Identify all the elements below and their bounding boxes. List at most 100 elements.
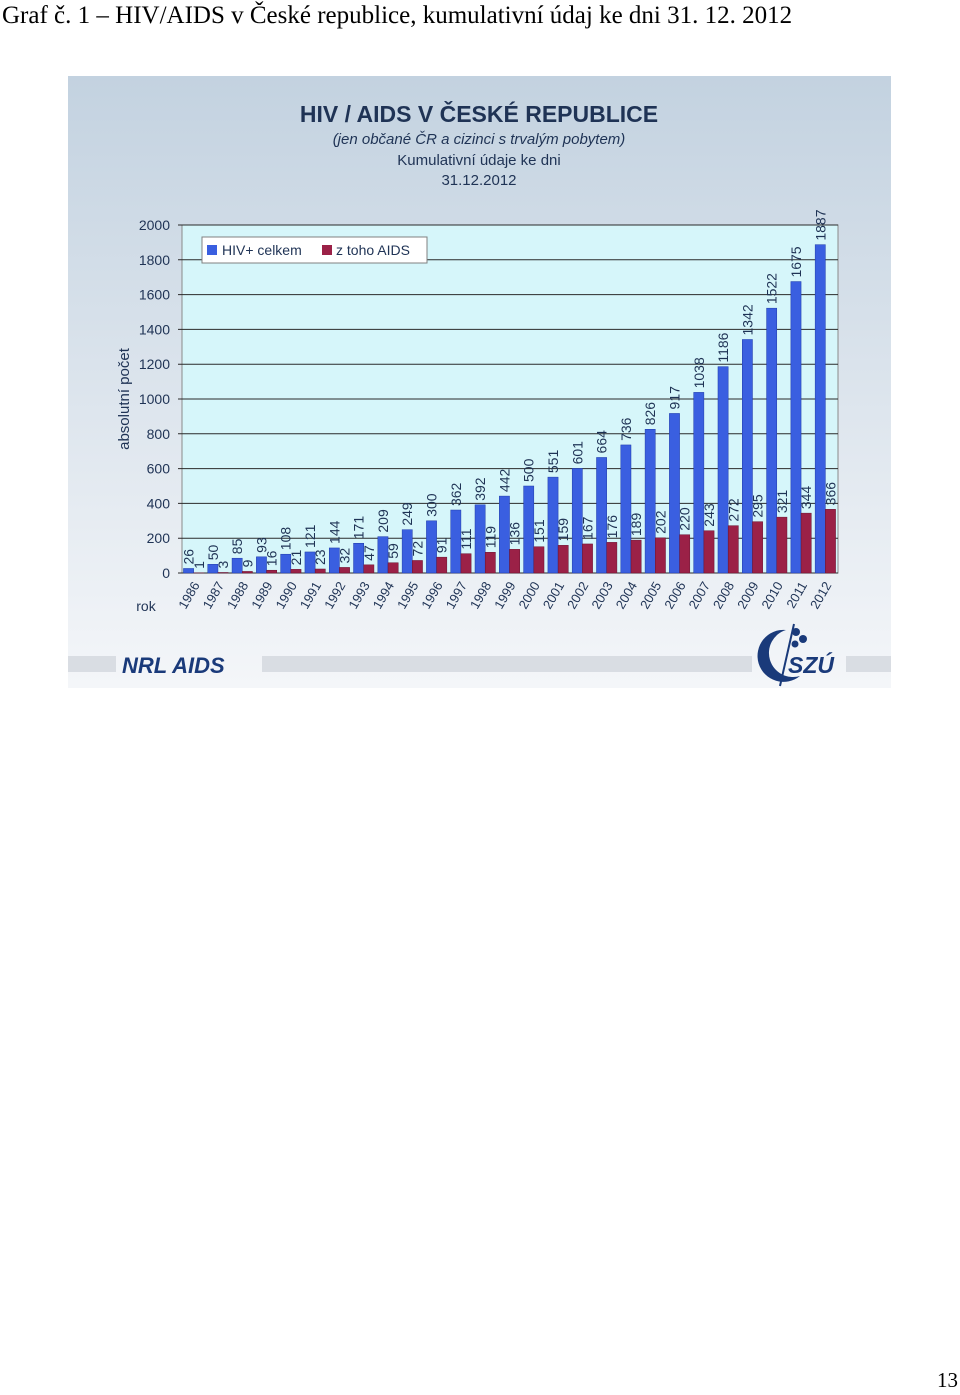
value-label-hiv: 93 (253, 537, 269, 553)
bar-aids (314, 568, 326, 574)
footer-line-middle (262, 656, 752, 672)
bar-hiv (450, 509, 462, 574)
value-label-aids: 21 (288, 550, 304, 566)
value-label-hiv: 1342 (739, 304, 755, 335)
bar-hiv (499, 495, 510, 574)
value-label-aids: 189 (628, 513, 644, 537)
footer-line-right (846, 656, 891, 672)
bar-hiv (742, 339, 753, 574)
y-axis-label: absolutní počet (116, 347, 133, 450)
value-label-hiv: 826 (642, 402, 658, 426)
value-label-aids: 202 (652, 510, 668, 534)
chart-subtitle-3: 31.12.2012 (441, 172, 516, 189)
bar-hiv (328, 547, 340, 574)
value-label-aids: 159 (555, 518, 571, 542)
bar-aids (217, 572, 229, 574)
bar-hiv (256, 556, 267, 574)
value-label-hiv: 26 (181, 549, 197, 565)
value-label-aids: 344 (798, 486, 814, 510)
y-tick-label: 1000 (139, 391, 170, 407)
value-label-hiv: 500 (521, 458, 537, 482)
bar-hiv (669, 413, 680, 574)
value-label-hiv: 300 (424, 493, 440, 517)
value-label-aids: 167 (580, 516, 596, 540)
value-label-aids: 32 (337, 548, 353, 564)
bar-aids (800, 512, 812, 574)
bar-aids (825, 509, 836, 574)
bar-aids (703, 530, 715, 574)
bar-hiv (547, 476, 559, 574)
y-tick-label: 1400 (139, 321, 170, 337)
bar-aids (460, 553, 472, 574)
chart: HIV / AIDS V ČESKÉ REPUBLICE (jen občané… (68, 76, 891, 688)
value-label-aids: 16 (264, 550, 280, 566)
legend-label-hiv: HIV+ celkem (222, 242, 302, 258)
footer-strip: NRL AIDS SZÚ (68, 623, 891, 687)
chart-subtitle-2: Kumulativní údaje ke dni (397, 152, 560, 169)
bar-aids (363, 564, 375, 574)
bar-hiv (790, 281, 802, 574)
value-label-aids: 111 (458, 528, 474, 549)
szu-logo-text: SZÚ (788, 651, 835, 678)
value-label-aids: 176 (604, 515, 620, 539)
bar-aids (436, 556, 448, 574)
value-label-aids: 72 (409, 541, 425, 557)
value-label-aids: 47 (361, 545, 377, 561)
value-label-hiv: 209 (375, 509, 391, 533)
value-label-hiv: 1887 (812, 209, 828, 240)
bar-aids (727, 525, 739, 574)
szu-logo-dot (792, 628, 800, 636)
y-tick-label: 400 (147, 495, 171, 511)
value-label-hiv: 601 (569, 441, 585, 465)
bar-hiv (426, 520, 437, 574)
y-tick-label: 1200 (139, 356, 170, 372)
bar-aids (752, 521, 763, 574)
bar-aids (776, 516, 788, 574)
value-label-aids: 272 (725, 498, 741, 522)
szu-logo-crescent (757, 629, 800, 682)
bar-aids (387, 562, 399, 574)
value-label-hiv: 392 (472, 477, 488, 501)
nrl-aids-logo: NRL AIDS (122, 653, 225, 678)
value-label-aids: 366 (822, 482, 838, 506)
legend: HIV+ celkem z toho AIDS (201, 236, 428, 264)
bar-hiv (693, 392, 705, 574)
value-label-aids: 220 (677, 507, 693, 531)
value-label-aids: 9 (239, 559, 255, 567)
value-label-aids: 136 (507, 522, 523, 546)
value-label-aids: 23 (312, 549, 328, 565)
value-label-aids: 91 (434, 537, 450, 553)
value-label-hiv: 1186 (715, 332, 731, 362)
chart-subtitle: (jen občané ČR a cizinci s trvalým pobyt… (333, 131, 626, 148)
bar-aids (557, 545, 569, 574)
value-label-hiv: 736 (618, 417, 634, 441)
szu-logo: SZÚ (757, 623, 835, 687)
value-label-aids: 59 (385, 543, 401, 559)
value-label-hiv: 551 (545, 450, 561, 474)
bar-aids (290, 569, 302, 574)
legend-swatch-aids (322, 245, 332, 255)
footer-line-left (68, 656, 116, 672)
value-label-aids: 119 (482, 526, 498, 549)
y-tick-label: 1800 (139, 252, 170, 268)
bar-aids (606, 542, 618, 574)
value-label-aids: 321 (774, 490, 790, 514)
chart-title: HIV / AIDS V ČESKÉ REPUBLICE (300, 100, 658, 127)
value-label-hiv: 917 (666, 386, 682, 410)
value-label-hiv: 108 (278, 527, 294, 551)
y-tick-label: 1600 (139, 287, 170, 303)
y-tick-label: 800 (147, 426, 171, 442)
value-label-aids: 3 (215, 560, 231, 568)
bar-aids (533, 546, 545, 574)
y-tick-labels: 0 200 400 600 800 1000 1200 1400 1600 1800 2000 (139, 217, 170, 581)
bar-aids (242, 571, 253, 574)
y-tick-label: 2000 (139, 217, 170, 233)
value-label-hiv: 362 (448, 482, 464, 506)
bar-hiv (814, 244, 826, 574)
bars (183, 244, 836, 574)
value-label-hiv: 121 (302, 524, 318, 548)
bar-hiv (183, 568, 194, 574)
value-label-aids: 1 (191, 561, 207, 569)
bar-hiv (620, 444, 632, 574)
